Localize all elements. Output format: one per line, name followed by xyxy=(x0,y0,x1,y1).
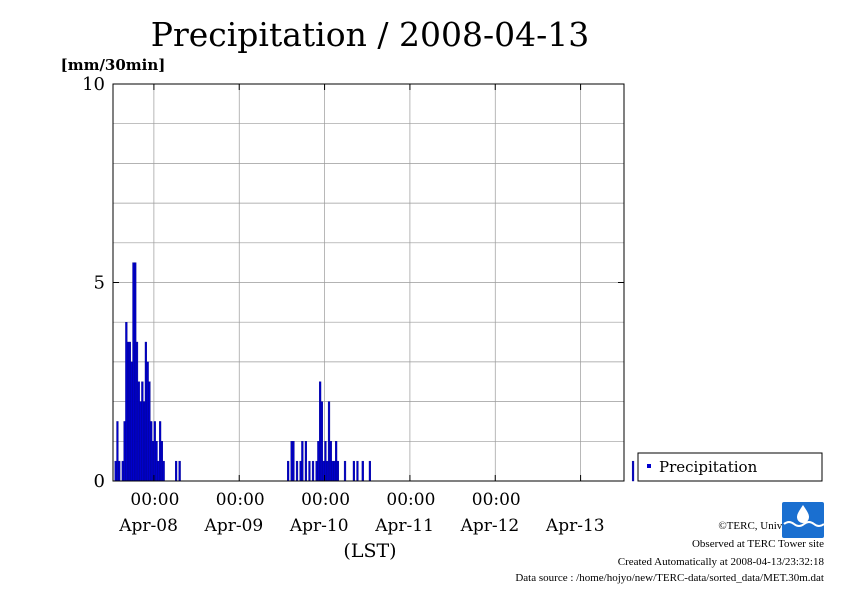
precipitation-bar xyxy=(292,441,295,482)
legend-box xyxy=(637,452,823,482)
x-tick-label-date: Apr-12 xyxy=(460,516,520,536)
precipitation-bar xyxy=(361,460,364,482)
precipitation-bar xyxy=(320,401,323,482)
precipitation-bar xyxy=(141,381,144,482)
observed-site-text: Observed at TERC Tower site xyxy=(691,538,824,550)
x-tick-label-date: Apr-09 xyxy=(204,516,264,536)
legend-label-precipitation: Precipitation xyxy=(659,458,758,476)
precipitation-bar xyxy=(335,441,338,482)
precipitation-bar xyxy=(178,460,181,482)
precipitation-bar xyxy=(631,460,635,482)
precipitation-bar xyxy=(116,421,119,482)
precipitation-bar xyxy=(368,460,371,482)
precipitation-bar xyxy=(150,421,153,482)
y-tick-labels: 0 5 10 xyxy=(82,74,105,492)
x-tick-label-date: Apr-13 xyxy=(545,516,605,536)
grid-lines xyxy=(113,84,624,481)
precipitation-bar xyxy=(134,262,137,482)
precipitation-bar xyxy=(326,460,329,482)
precipitation-bar xyxy=(123,421,126,482)
precipitation-bar xyxy=(160,441,163,482)
x-tick-label-date: Apr-08 xyxy=(118,516,178,536)
precipitation-bar xyxy=(128,341,131,482)
precipitation-bar xyxy=(118,460,121,482)
precipitation-bar xyxy=(290,441,293,482)
terc-logo xyxy=(782,502,824,538)
terc-logo-wave xyxy=(783,521,824,527)
precipitation-bar xyxy=(114,460,117,482)
x-tick-label-time: 00:00 xyxy=(216,490,265,510)
y-tick-label: 10 xyxy=(82,74,105,95)
precipitation-bar xyxy=(301,441,304,482)
y-tick-label: 5 xyxy=(94,273,105,294)
precipitation-bar xyxy=(287,460,290,482)
legend: Precipitation xyxy=(637,452,823,482)
x-tick-label-date: Apr-10 xyxy=(289,516,349,536)
precipitation-bar xyxy=(157,460,160,482)
x-tick-label-time: 00:00 xyxy=(130,490,179,510)
legend-swatch xyxy=(647,464,651,468)
precipitation-bar xyxy=(308,460,311,482)
precipitation-bar xyxy=(153,421,156,482)
precipitation-bar xyxy=(304,441,307,482)
x-tick-label-time: 00:00 xyxy=(386,490,435,510)
precipitation-bar xyxy=(139,401,142,482)
precipitation-bar xyxy=(329,441,332,482)
precipitation-bar xyxy=(311,460,315,482)
precipitation-bar xyxy=(317,441,320,482)
precipitation-bar xyxy=(162,460,165,482)
precipitation-bar xyxy=(333,460,336,482)
precipitation-bar xyxy=(146,361,149,482)
x-tick-label-time: 00:00 xyxy=(301,490,350,510)
axis-ticks xyxy=(113,83,624,482)
created-timestamp-text: Created Automatically at 2008-04-13/23:3… xyxy=(617,556,824,568)
precipitation-bar xyxy=(343,460,347,482)
y-tick-label: 0 xyxy=(94,471,105,492)
x-tick-label-date: Apr-11 xyxy=(374,516,434,536)
precipitation-bar xyxy=(327,401,331,482)
bars-group xyxy=(114,262,635,482)
x-tick-label-time: 00:00 xyxy=(472,490,521,510)
precipitation-bar xyxy=(144,341,147,482)
precipitation-bar xyxy=(352,460,355,482)
precipitation-bar xyxy=(132,262,135,482)
y-axis-label: [mm/30min] xyxy=(61,56,166,74)
precipitation-bar xyxy=(331,460,334,482)
precipitation-bar xyxy=(155,441,158,482)
x-tick-labels: 00:00 00:00 00:00 00:00 00:00 Apr-08 Apr-09 Apr… xyxy=(118,490,604,536)
precipitation-bar xyxy=(336,460,339,482)
x-axis-label: (LST) xyxy=(343,540,396,562)
precipitation-bar xyxy=(127,341,130,482)
precipitation-bar xyxy=(356,460,359,482)
precipitation-bar xyxy=(175,460,178,482)
precipitation-bar xyxy=(315,460,318,482)
precipitation-bar xyxy=(130,361,133,482)
terc-logo-drop xyxy=(797,505,809,523)
precipitation-bar xyxy=(135,341,139,482)
precipitation-bar xyxy=(137,381,140,482)
chart-title: Precipitation / 2008-04-13 xyxy=(151,15,589,54)
precipitation-bar xyxy=(319,381,322,482)
precipitation-bar xyxy=(148,381,151,482)
precipitation-bar xyxy=(295,460,299,482)
precipitation-bar xyxy=(159,421,162,482)
precipitation-bar xyxy=(121,460,124,482)
precipitation-bar xyxy=(299,460,302,482)
precipitation-bar xyxy=(125,322,128,482)
data-source-text: Data source : /home/hojyo/new/TERC-data/… xyxy=(515,572,824,584)
precipitation-bar xyxy=(143,401,146,482)
